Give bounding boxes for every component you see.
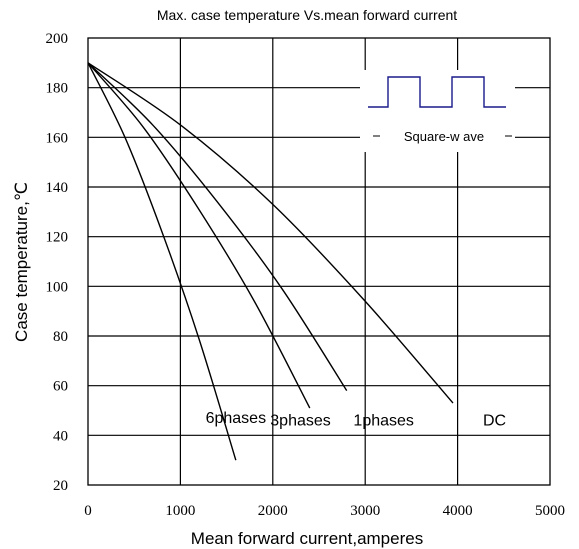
series-labels: 6phases 3phases 1phases DC — [206, 410, 507, 429]
y-tick-label: 140 — [46, 180, 69, 196]
series-label: 3phases — [270, 412, 331, 429]
chart-title: Max. case temperature Vs.mean forward cu… — [157, 7, 457, 23]
x-tick-label: 4000 — [443, 503, 473, 519]
series-line — [87, 62, 311, 409]
series-lines — [87, 62, 454, 461]
x-tick-label: 5000 — [535, 503, 565, 519]
x-tick-label: 1000 — [165, 503, 195, 519]
y-tick-label: 80 — [53, 329, 68, 345]
series-line — [87, 62, 348, 392]
y-tick-label: 20 — [53, 478, 68, 494]
plot-frame — [87, 37, 551, 486]
series-label: 1phases — [353, 412, 414, 429]
x-tick-label: 0 — [84, 503, 92, 519]
y-tick-label: 100 — [46, 279, 69, 295]
y-tick-label: 120 — [46, 230, 69, 246]
x-tick-label: 2000 — [258, 503, 288, 519]
series-label: DC — [483, 412, 506, 429]
y-tick-label: 200 — [46, 31, 69, 47]
inset-label: Square-w ave — [404, 129, 484, 144]
y-tick-labels: 20 40 60 80 100 120 140 160 180 200 — [46, 31, 69, 494]
inset-background — [360, 70, 515, 152]
inset-square-wave-line — [368, 76, 506, 108]
x-tick-label: 3000 — [350, 503, 380, 519]
series-label: 6phases — [206, 410, 267, 427]
y-tick-label: 40 — [53, 428, 68, 444]
y-tick-label: 180 — [46, 81, 69, 97]
y-tick-label: 60 — [53, 379, 68, 395]
y-axis-label: Case temperature,℃ — [12, 182, 31, 342]
x-tick-labels: 0 1000 2000 3000 4000 5000 — [84, 503, 565, 519]
y-tick-label: 160 — [46, 130, 69, 146]
x-axis-label: Mean forward current,amperes — [191, 529, 423, 548]
series-line — [87, 62, 454, 404]
series-line — [87, 62, 237, 461]
inset-square-wave: Square-w ave — [360, 70, 515, 152]
